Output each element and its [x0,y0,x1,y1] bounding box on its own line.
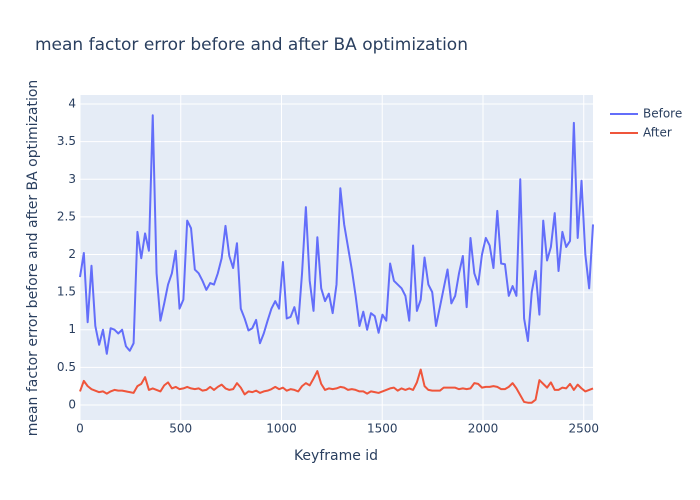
y-axis-label: mean factor error before and after BA op… [25,80,41,437]
y-tick-label: 1.5 [57,285,76,299]
x-tick-label: 1000 [266,422,297,436]
x-tick-label: 500 [169,422,192,436]
y-tick-label: 0.5 [57,360,76,374]
x-tick-label: 1500 [367,422,398,436]
y-tick-label: 3.5 [57,134,76,148]
y-tick-label: 4 [68,97,76,111]
legend: Before After [610,107,682,140]
y-tick-label: 3 [68,172,76,186]
x-axis-label: Keyframe id [294,448,378,464]
x-tick-label: 0 [76,422,84,436]
series-line [79,368,594,404]
plot-area [80,95,593,420]
x-tick-label: 2500 [568,422,599,436]
lines [79,114,594,404]
y-tick-label: 1 [68,322,76,336]
legend-label: Before [643,107,682,121]
y-tick-label: 0 [68,397,76,411]
y-tick-label: 2.5 [57,209,76,223]
y-tick-label: 2 [68,247,76,261]
series-line [79,114,594,355]
legend-label: After [643,126,672,140]
chart-title: mean factor error before and after BA op… [35,35,468,55]
x-tick-label: 2000 [468,422,499,436]
